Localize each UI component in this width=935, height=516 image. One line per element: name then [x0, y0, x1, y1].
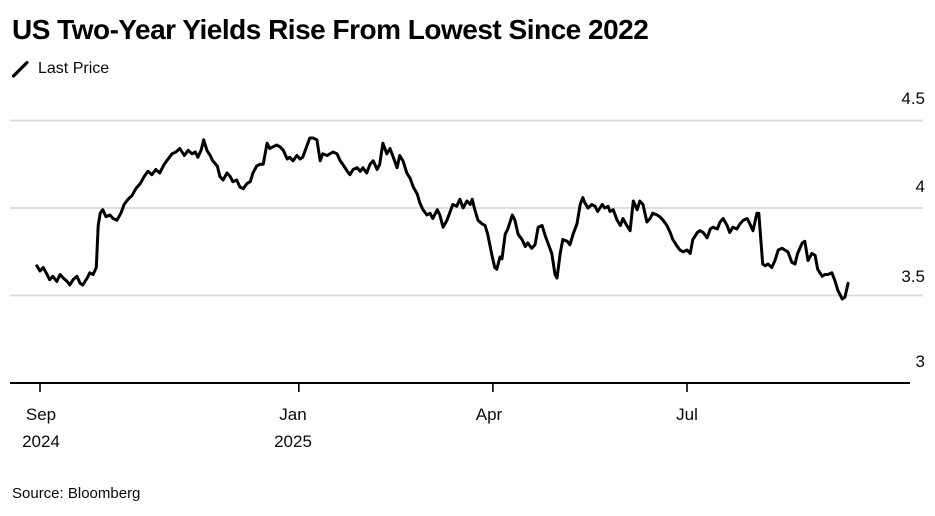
x-axis-label-apr: Apr [458, 401, 520, 428]
chart-title: US Two-Year Yields Rise From Lowest Sinc… [12, 14, 649, 45]
x-axis-label-jul: Jul [656, 401, 718, 428]
x-tick-month: Apr [475, 405, 503, 424]
y-axis-label-3-5: 3.5 [901, 267, 925, 286]
x-axis-label-sep-2024: Sep 2024 [10, 401, 72, 455]
x-tick-year: 2025 [274, 432, 312, 451]
price-line [35, 136, 850, 301]
source-credit: Source: Bloomberg [12, 485, 141, 502]
y-axis-label-4-5: 4.5 [901, 89, 925, 108]
line-slash-icon [12, 60, 29, 78]
x-tick-month: Jul [676, 405, 698, 424]
x-tick-month: Jan [279, 405, 307, 424]
legend-label: Last Price [38, 60, 110, 77]
x-tick-month: Sep [25, 405, 57, 424]
y-axis-label-3: 3 [915, 352, 925, 371]
x-tick-year: 2024 [22, 432, 60, 451]
y-axis-label-4: 4 [915, 177, 925, 196]
x-axis-label-jan-2025: Jan 2025 [262, 401, 324, 455]
legend: Last Price [12, 60, 109, 78]
